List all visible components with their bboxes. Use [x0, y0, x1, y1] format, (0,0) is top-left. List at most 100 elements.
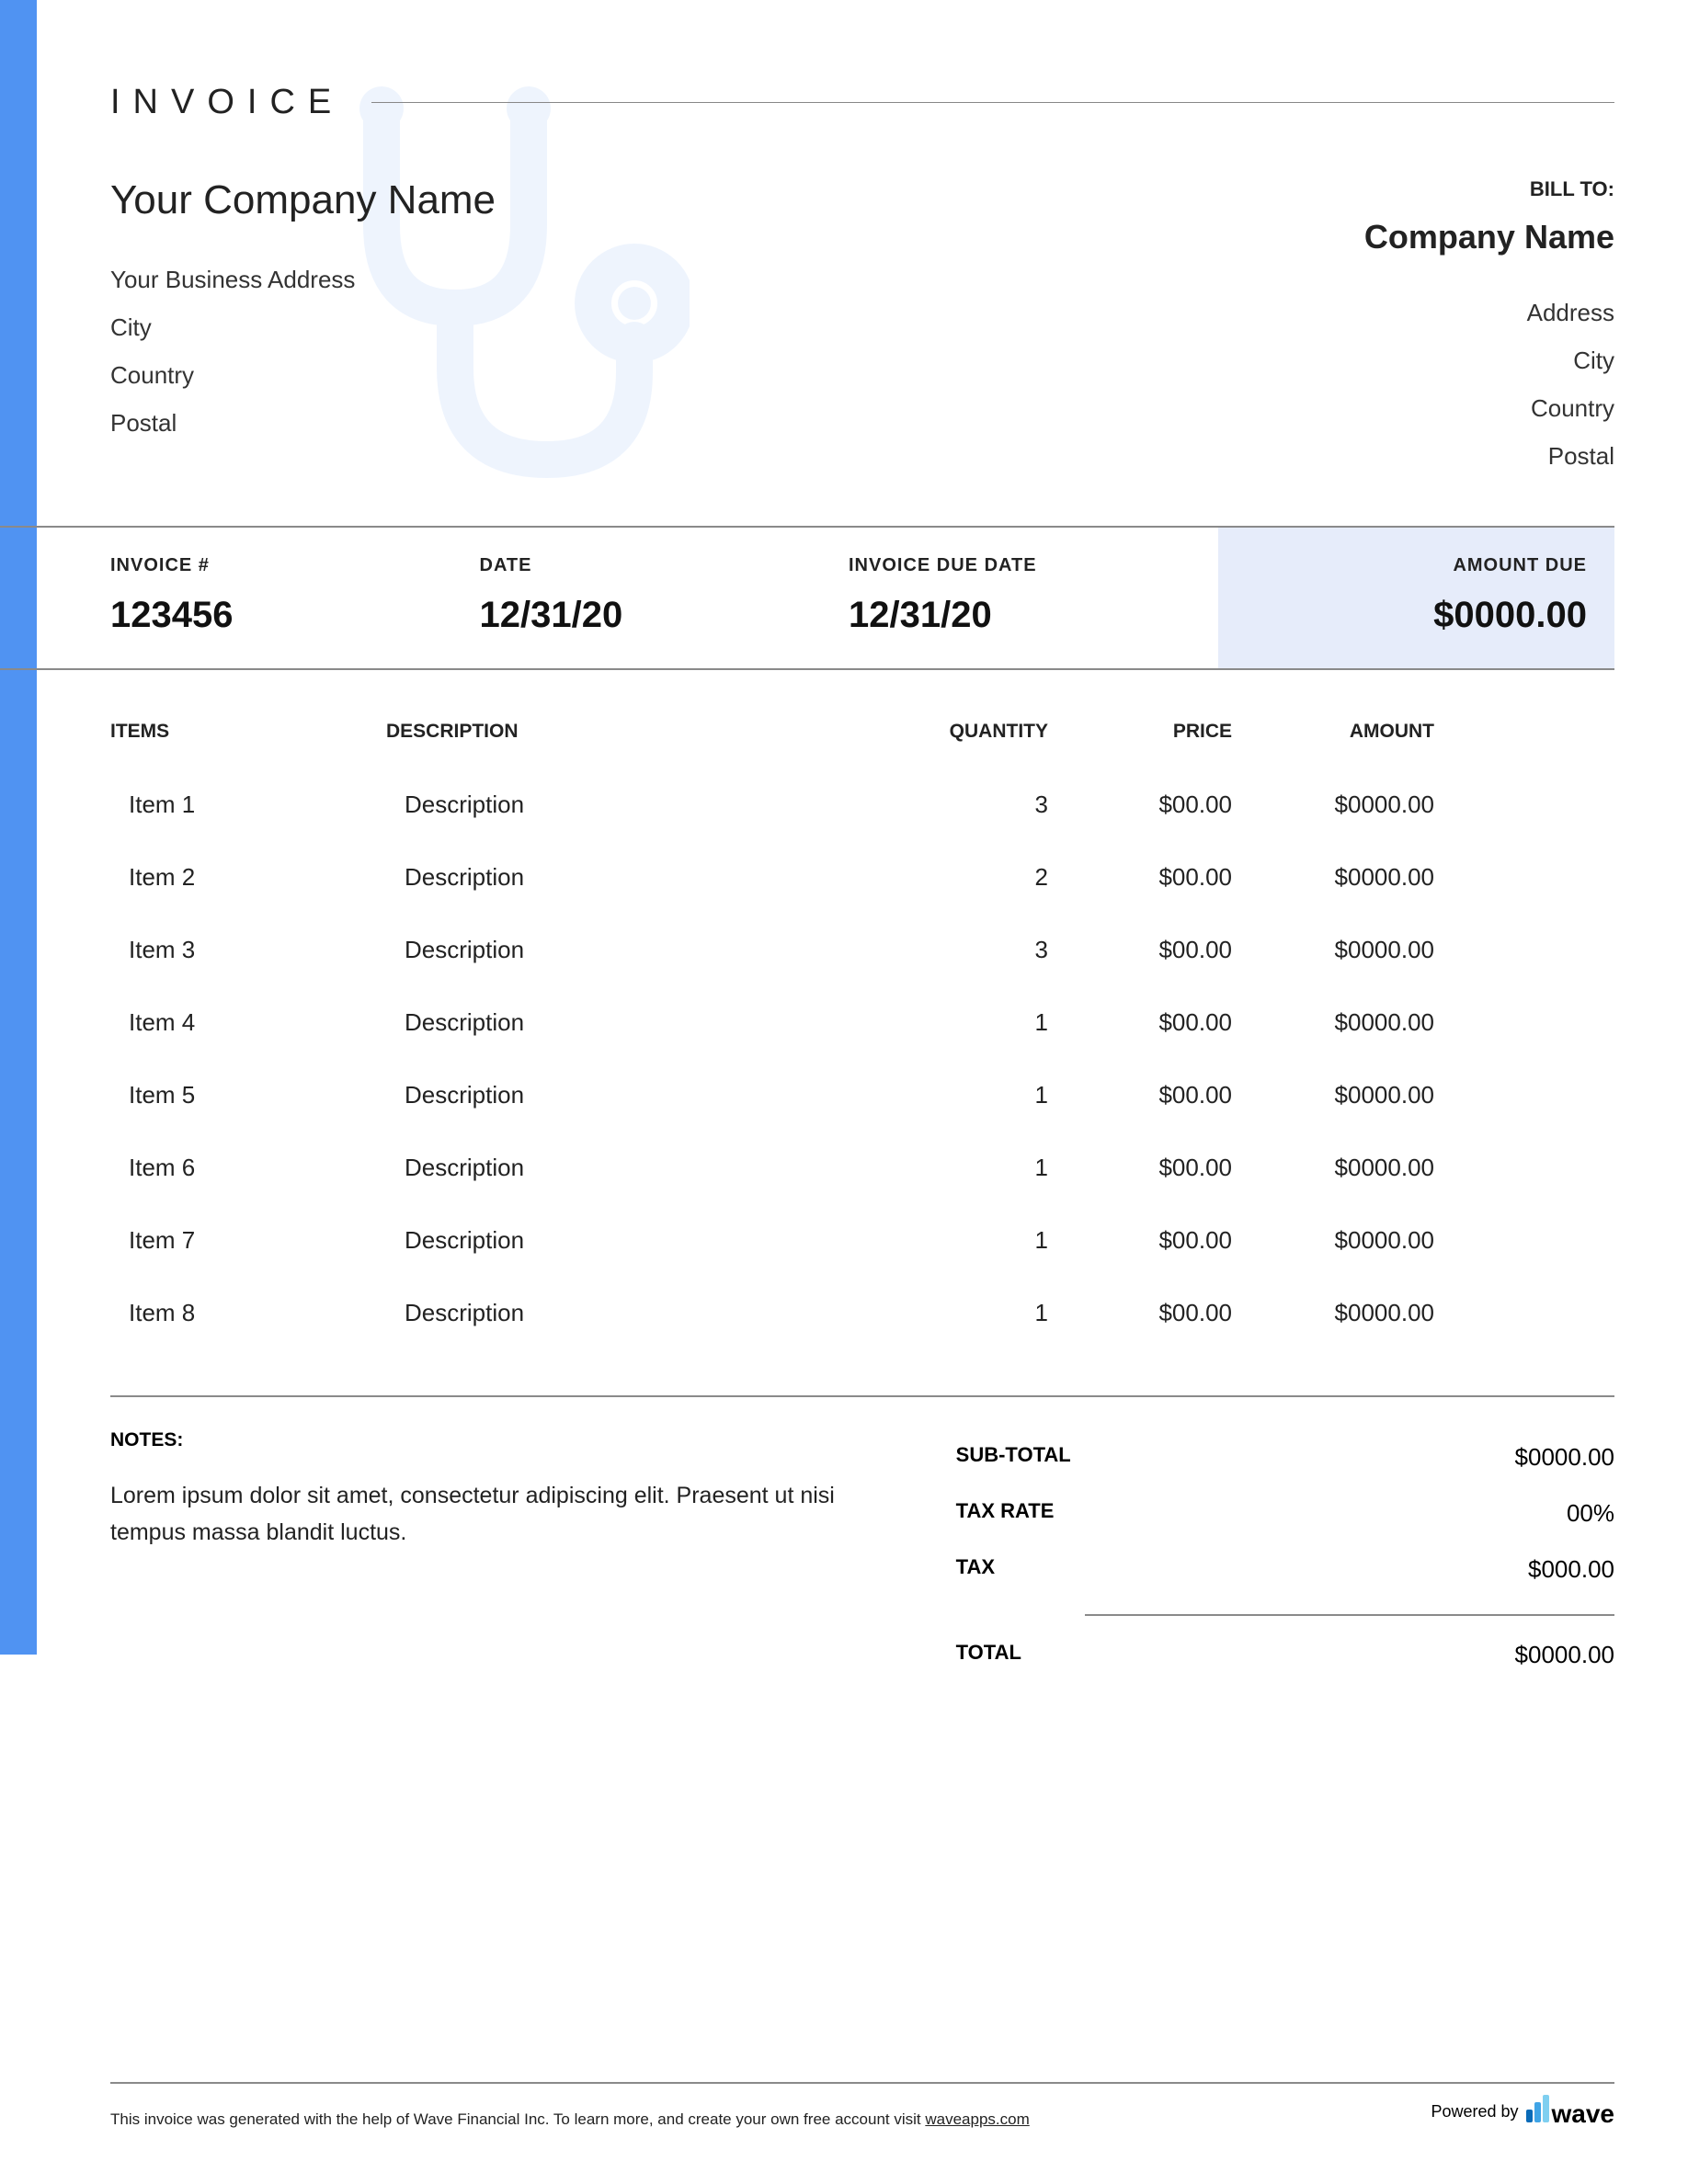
item-price: $00.00	[1048, 1081, 1232, 1109]
table-row: Item 4Description1$00.00$0000.00	[110, 986, 1614, 1059]
table-row: Item 7Description1$00.00$0000.00	[110, 1204, 1614, 1277]
item-amount: $0000.00	[1232, 1226, 1434, 1255]
item-quantity: 1	[864, 1226, 1048, 1255]
item-price: $00.00	[1048, 863, 1232, 892]
invoice-date: 12/31/20	[480, 595, 850, 636]
item-description: Description	[386, 1154, 864, 1182]
item-amount: $0000.00	[1232, 1154, 1434, 1182]
item-name: Item 2	[110, 863, 386, 892]
item-description: Description	[386, 1226, 864, 1255]
column-header-quantity: QUANTITY	[864, 721, 1048, 743]
amount-due: $0000.00	[1218, 595, 1588, 636]
sender-city: City	[110, 303, 496, 351]
item-price: $00.00	[1048, 791, 1232, 819]
item-name: Item 3	[110, 936, 386, 964]
item-amount: $0000.00	[1232, 863, 1434, 892]
accent-sidebar	[0, 0, 37, 1655]
table-row: Item 6Description1$00.00$0000.00	[110, 1132, 1614, 1204]
item-price: $00.00	[1048, 1008, 1232, 1037]
totals-section: SUB-TOTAL $0000.00 TAX RATE 00% TAX $000…	[956, 1429, 1614, 1683]
table-row: Item 5Description1$00.00$0000.00	[110, 1059, 1614, 1132]
subtotal-value: $0000.00	[1515, 1443, 1614, 1472]
sender-address: Your Business Address	[110, 256, 496, 303]
invoice-page: INVOICE Your Company Name Your Business …	[37, 0, 1688, 1720]
invoice-number: 123456	[110, 595, 480, 636]
item-amount: $0000.00	[1232, 1081, 1434, 1109]
sender-company: Your Company Name	[110, 177, 496, 223]
item-quantity: 3	[864, 791, 1048, 819]
total-value: $0000.00	[1515, 1641, 1614, 1669]
invoice-date-label: DATE	[480, 555, 850, 576]
table-row: Item 2Description2$00.00$0000.00	[110, 841, 1614, 914]
item-description: Description	[386, 1008, 864, 1037]
item-name: Item 4	[110, 1008, 386, 1037]
item-name: Item 1	[110, 791, 386, 819]
tax-rate-label: TAX RATE	[956, 1499, 1055, 1528]
notes-label: NOTES:	[110, 1429, 901, 1451]
invoice-title: INVOICE	[110, 83, 344, 122]
item-quantity: 1	[864, 1154, 1048, 1182]
item-description: Description	[386, 936, 864, 964]
line-items-table: ITEMS DESCRIPTION QUANTITY PRICE AMOUNT …	[110, 721, 1614, 1349]
wave-logo: wave	[1526, 2095, 1615, 2129]
column-header-amount: AMOUNT	[1232, 721, 1434, 743]
powered-by-label: Powered by	[1431, 2102, 1518, 2121]
item-quantity: 1	[864, 1081, 1048, 1109]
recipient-country: Country	[1364, 384, 1614, 432]
item-price: $00.00	[1048, 1299, 1232, 1327]
item-quantity: 3	[864, 936, 1048, 964]
subtotal-label: SUB-TOTAL	[956, 1443, 1071, 1472]
table-row: Item 1Description3$00.00$0000.00	[110, 768, 1614, 841]
item-amount: $0000.00	[1232, 1008, 1434, 1037]
section-divider	[110, 1395, 1614, 1397]
invoice-due-label: INVOICE DUE DATE	[849, 555, 1218, 576]
notes-text: Lorem ipsum dolor sit amet, consectetur …	[110, 1477, 901, 1551]
item-name: Item 8	[110, 1299, 386, 1327]
footer-prefix: This invoice was generated with the help…	[110, 2110, 925, 2128]
recipient-company: Company Name	[1364, 218, 1614, 256]
invoice-due-date: 12/31/20	[849, 595, 1218, 636]
item-amount: $0000.00	[1232, 936, 1434, 964]
item-description: Description	[386, 1081, 864, 1109]
item-quantity: 2	[864, 863, 1048, 892]
amount-due-label: AMOUNT DUE	[1218, 555, 1588, 576]
recipient-postal: Postal	[1364, 432, 1614, 480]
tax-value: $000.00	[1528, 1555, 1614, 1584]
item-name: Item 5	[110, 1081, 386, 1109]
item-amount: $0000.00	[1232, 1299, 1434, 1327]
column-header-price: PRICE	[1048, 721, 1232, 743]
item-quantity: 1	[864, 1299, 1048, 1327]
sender-country: Country	[110, 351, 496, 399]
item-name: Item 6	[110, 1154, 386, 1182]
wave-logo-text: wave	[1552, 2099, 1615, 2129]
table-row: Item 3Description3$00.00$0000.00	[110, 914, 1614, 986]
totals-divider	[1085, 1614, 1614, 1616]
invoice-meta-bar: INVOICE # 123456 DATE 12/31/20 INVOICE D…	[0, 526, 1614, 670]
recipient-block: BILL TO: Company Name Address City Count…	[1364, 177, 1614, 480]
header-rule	[371, 102, 1614, 103]
wave-logo-icon	[1526, 2095, 1549, 2122]
item-description: Description	[386, 863, 864, 892]
recipient-city: City	[1364, 336, 1614, 384]
tax-label: TAX	[956, 1555, 995, 1584]
invoice-number-label: INVOICE #	[110, 555, 480, 576]
item-amount: $0000.00	[1232, 791, 1434, 819]
item-name: Item 7	[110, 1226, 386, 1255]
sender-postal: Postal	[110, 399, 496, 447]
item-description: Description	[386, 791, 864, 819]
recipient-address: Address	[1364, 289, 1614, 336]
tax-rate-value: 00%	[1567, 1499, 1614, 1528]
item-price: $00.00	[1048, 1154, 1232, 1182]
column-header-items: ITEMS	[110, 721, 386, 743]
table-row: Item 8Description1$00.00$0000.00	[110, 1277, 1614, 1349]
footer-link[interactable]: waveapps.com	[925, 2110, 1029, 2128]
item-quantity: 1	[864, 1008, 1048, 1037]
total-label: TOTAL	[956, 1641, 1021, 1669]
item-description: Description	[386, 1299, 864, 1327]
sender-block: Your Company Name Your Business Address …	[110, 177, 496, 480]
column-header-description: DESCRIPTION	[386, 721, 864, 743]
item-price: $00.00	[1048, 936, 1232, 964]
notes-section: NOTES: Lorem ipsum dolor sit amet, conse…	[110, 1429, 901, 1683]
item-price: $00.00	[1048, 1226, 1232, 1255]
footer-text: This invoice was generated with the help…	[110, 2110, 1030, 2129]
